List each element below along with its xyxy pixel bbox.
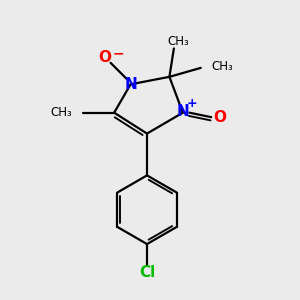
Text: Cl: Cl bbox=[139, 265, 155, 280]
Text: O: O bbox=[99, 50, 112, 65]
Text: O: O bbox=[214, 110, 227, 125]
Text: +: + bbox=[187, 97, 197, 110]
Text: N: N bbox=[176, 104, 189, 119]
Text: N: N bbox=[124, 77, 137, 92]
Text: CH₃: CH₃ bbox=[167, 35, 189, 48]
Text: −: − bbox=[112, 46, 124, 60]
Text: CH₃: CH₃ bbox=[211, 60, 233, 73]
Text: CH₃: CH₃ bbox=[51, 106, 72, 119]
